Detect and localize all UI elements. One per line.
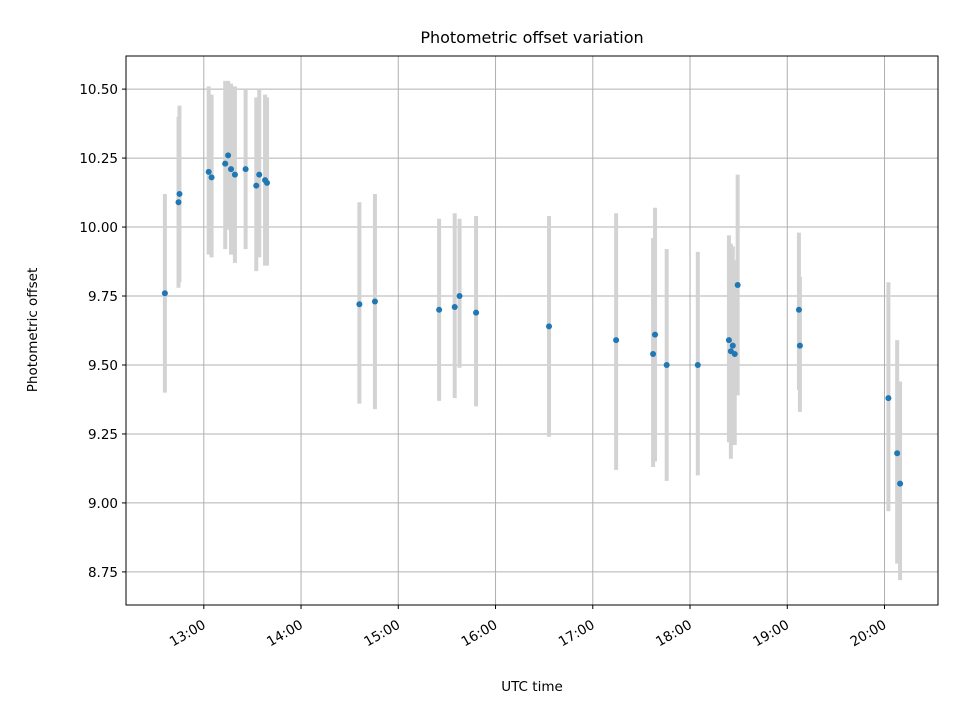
data-point <box>451 304 458 311</box>
y-tick-label: 9.75 <box>88 289 118 305</box>
y-tick-label: 10.25 <box>79 151 118 167</box>
data-point <box>176 190 183 197</box>
data-point <box>663 361 670 368</box>
data-point <box>356 301 363 308</box>
data-point <box>371 298 378 305</box>
data-point <box>456 293 463 300</box>
data-point <box>256 171 263 178</box>
plot-frame <box>125 55 939 606</box>
data-point <box>894 450 901 457</box>
y-axis-label: Photometric offset <box>25 268 41 392</box>
data-point <box>242 166 249 173</box>
data-point <box>546 323 553 330</box>
chart-title: Photometric offset variation <box>420 28 643 47</box>
data-point <box>205 168 212 175</box>
y-tick-label: 8.75 <box>88 565 118 581</box>
y-tick-label: 10.50 <box>79 82 118 98</box>
y-tick-label: 9.25 <box>88 427 118 443</box>
x-axis-label: UTC time <box>501 679 563 695</box>
data-point <box>795 306 802 313</box>
y-tick-label: 9.00 <box>88 496 118 512</box>
data-point <box>796 342 803 349</box>
data-point <box>253 182 260 189</box>
data-point <box>650 350 657 357</box>
data-point <box>208 174 215 181</box>
data-point <box>473 309 480 316</box>
y-axis-ticks: 8.75 9.00 9.25 9.50 9.75 10.00 10.25 10.50 <box>79 82 126 581</box>
data-point <box>734 281 741 288</box>
data-point <box>885 395 892 402</box>
data-point <box>725 337 732 344</box>
data-point <box>897 480 904 487</box>
y-tick-label: 9.50 <box>88 358 118 374</box>
data-point <box>729 342 736 349</box>
data-point <box>694 361 701 368</box>
data-point <box>225 152 232 159</box>
data-point <box>161 290 168 297</box>
data-point <box>436 306 443 313</box>
data-point <box>175 199 182 206</box>
data-points <box>161 152 904 487</box>
y-tick-label: 10.00 <box>79 220 118 236</box>
data-point <box>222 160 229 167</box>
data-point <box>228 166 235 173</box>
data-point <box>613 337 620 344</box>
data-point <box>731 350 738 357</box>
gridlines <box>126 56 938 605</box>
data-point <box>652 331 659 338</box>
data-point <box>231 171 238 178</box>
data-point <box>264 179 271 186</box>
